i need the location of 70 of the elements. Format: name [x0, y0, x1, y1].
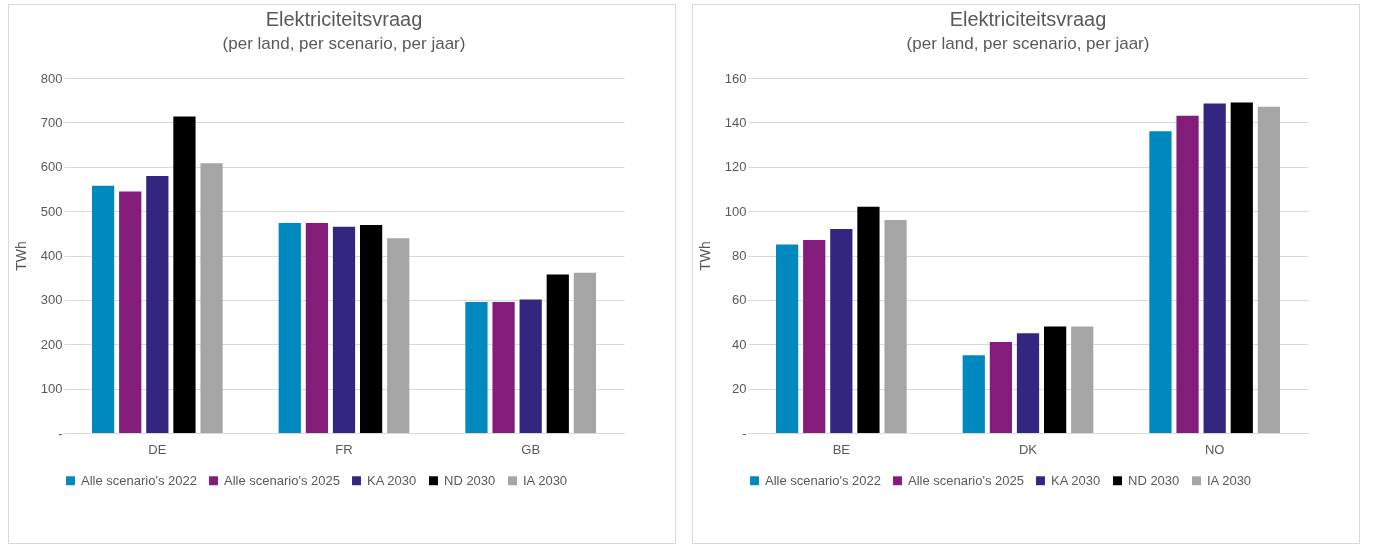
y-tick-label: 300	[40, 292, 63, 308]
bar	[884, 220, 907, 433]
bar	[803, 239, 826, 433]
chart-subtitle: (per land, per scenario, per jaar)	[222, 34, 466, 53]
bar	[305, 223, 329, 433]
bar	[1071, 326, 1094, 433]
bar	[332, 226, 356, 433]
bar	[1016, 333, 1040, 433]
bar	[989, 342, 1013, 433]
y-tick-label: 100	[724, 203, 747, 219]
y-tick-label: 80	[732, 248, 747, 263]
y-tick-label: 40	[732, 336, 747, 352]
bar	[492, 302, 515, 433]
bar	[1149, 131, 1172, 433]
bar	[146, 176, 169, 433]
bar	[776, 244, 799, 433]
legend-label: IA 2030	[523, 472, 568, 488]
legend-label: Alle scenario's 2025	[908, 472, 1024, 488]
x-tick-label: NO	[1204, 441, 1225, 457]
bar	[1203, 103, 1226, 433]
legend-label: KA 2030	[1051, 472, 1101, 488]
bar	[387, 238, 410, 433]
chart-title: Elektriciteitsvraag	[265, 8, 423, 30]
bar	[1043, 326, 1067, 433]
legend-label: Alle scenario's 2025	[224, 472, 340, 488]
x-tick-label: DK	[1018, 441, 1038, 457]
y-tick-label: 140	[724, 114, 747, 130]
x-tick-label: DE	[148, 441, 167, 457]
y-tick-label: 800	[40, 70, 63, 86]
bar	[857, 206, 880, 433]
chart-title: Elektriciteitsvraag	[949, 8, 1107, 30]
legend-label: KA 2030	[367, 472, 417, 488]
bar	[1230, 102, 1253, 433]
y-tick-label: 200	[40, 336, 63, 352]
bar	[962, 355, 985, 433]
y-tick-label: -	[742, 425, 747, 441]
y-tick-label: -	[58, 425, 63, 441]
bar	[1176, 115, 1199, 433]
y-tick-label: 600	[40, 159, 63, 175]
bar	[92, 185, 115, 433]
bar	[830, 228, 853, 433]
bar	[573, 272, 596, 433]
y-tick-label: 700	[40, 114, 63, 130]
x-tick-label: FR	[335, 441, 353, 457]
legend-label: Alle scenario's 2022	[81, 472, 197, 488]
y-tick-label: 60	[732, 292, 747, 308]
y-tick-label: 400	[40, 248, 63, 263]
bar	[119, 191, 142, 433]
y-axis-title: TWh	[696, 241, 713, 271]
x-tick-label: GB	[521, 441, 541, 457]
y-tick-label: 100	[40, 381, 63, 397]
legend-label: ND 2030	[444, 472, 496, 488]
y-tick-label: 120	[724, 159, 747, 175]
bar	[173, 116, 196, 433]
bar	[1257, 106, 1280, 433]
y-axis-title: TWh	[12, 241, 29, 271]
legend-label: Alle scenario's 2022	[765, 472, 881, 488]
legend-label: ND 2030	[1128, 472, 1180, 488]
legend-label: IA 2030	[1207, 472, 1252, 488]
bar	[278, 223, 301, 433]
bar	[465, 302, 488, 433]
y-tick-label: 500	[40, 203, 63, 219]
bar	[359, 224, 383, 433]
x-tick-label: BE	[832, 441, 851, 457]
bar	[200, 163, 223, 433]
y-tick-label: 160	[724, 70, 747, 86]
bar	[519, 299, 542, 433]
y-tick-label: 20	[732, 381, 747, 397]
bar	[546, 274, 569, 433]
chart-subtitle: (per land, per scenario, per jaar)	[906, 34, 1150, 53]
